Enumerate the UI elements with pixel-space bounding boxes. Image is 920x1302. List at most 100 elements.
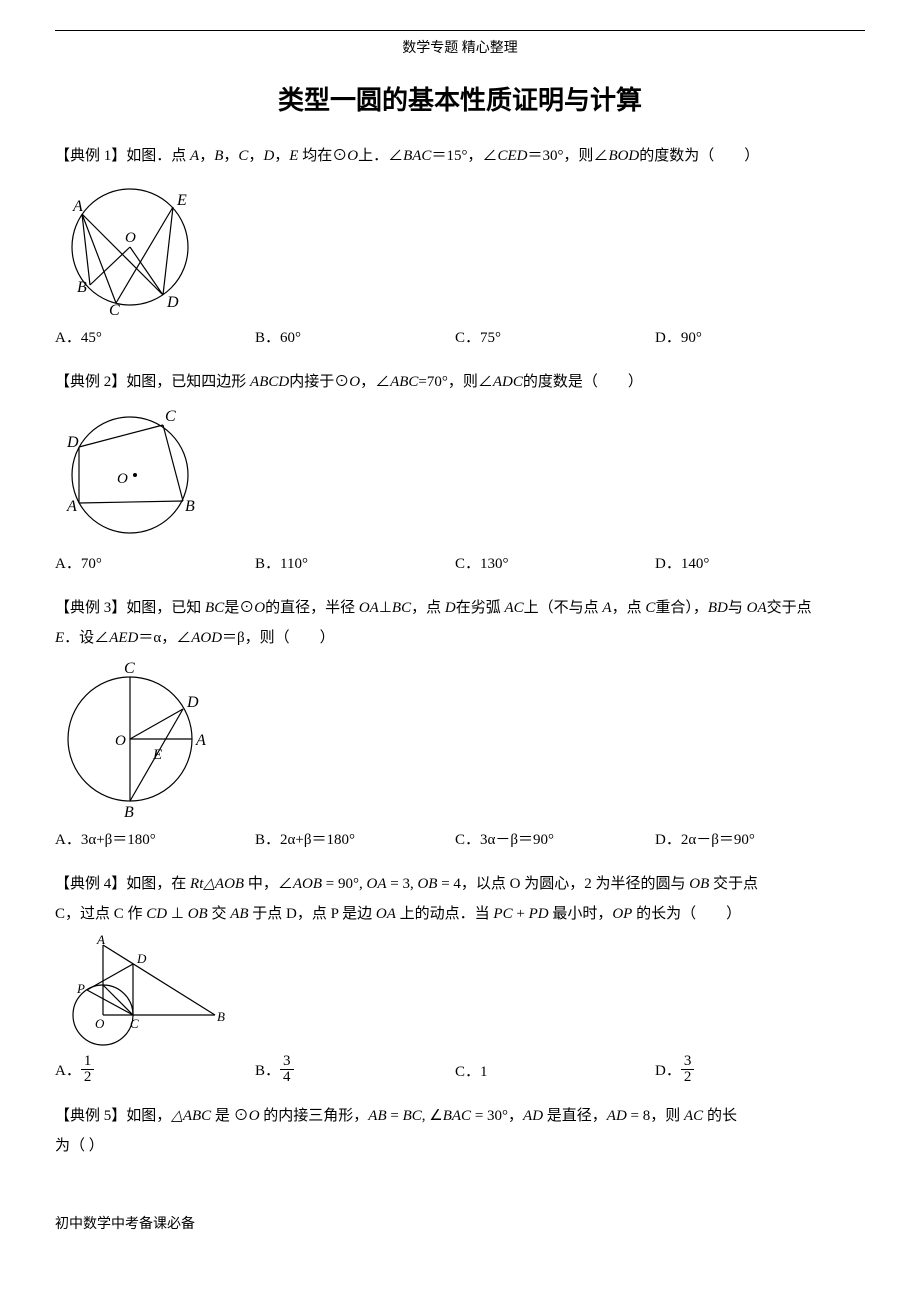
header-text: 数学专题 精心整理 — [55, 35, 865, 63]
opt-c: C．1 — [455, 1057, 655, 1087]
fraction: 34 — [280, 1054, 294, 1085]
pt: AD — [523, 1108, 543, 1124]
pt: A — [190, 148, 199, 164]
t: 如图，在 — [126, 876, 190, 892]
pt: A — [602, 600, 611, 616]
pt: AD — [607, 1108, 627, 1124]
t: ⊥ — [379, 600, 392, 616]
t: , ∠ — [422, 1108, 443, 1124]
page-title: 类型一圆的基本性质证明与计算 — [55, 75, 865, 127]
opt-c: C．130° — [455, 549, 655, 579]
t: C，过点 C 作 — [55, 906, 146, 922]
pt: O — [347, 148, 358, 164]
t: = — [387, 1108, 403, 1124]
den: 2 — [681, 1070, 695, 1085]
t: 如图， — [126, 1108, 171, 1124]
pt: OB — [417, 876, 437, 892]
pt: OA — [367, 876, 387, 892]
t: 上的动点．当 — [396, 906, 494, 922]
ang: BAC — [443, 1108, 471, 1124]
opt-a: A．3α+β＝180° — [55, 825, 255, 855]
t: = 8，则 — [627, 1108, 684, 1124]
t: ， — [199, 148, 214, 164]
pt: C — [238, 148, 248, 164]
t: 的直径，半径 — [265, 600, 359, 616]
t: 与 — [728, 600, 747, 616]
lbl-O: O — [95, 1016, 105, 1031]
lbl-E: E — [152, 747, 162, 763]
lbl-P: P — [76, 981, 85, 996]
t: = 3, — [387, 876, 418, 892]
t: ＝α，∠ — [138, 630, 191, 646]
header-line — [55, 30, 865, 31]
t: + — [513, 906, 529, 922]
t: 在劣弧 — [456, 600, 505, 616]
figure-3: C B A D O E — [55, 659, 865, 819]
t: ，∠ — [360, 374, 390, 390]
tri-icon: △ — [203, 876, 215, 892]
problem-5: 【典例 5】如图，△ABC 是 ⊙O 的内接三角形，AB = BC, ∠BAC … — [55, 1101, 865, 1161]
opt-b: B．2α+β＝180° — [255, 825, 455, 855]
pt: O — [249, 1108, 260, 1124]
ang: ADC — [493, 374, 523, 390]
problem-3: 【典例 3】如图，已知 BC是⊙O的直径，半径 OA⊥BC，点 D在劣弧 AC上… — [55, 593, 865, 653]
t: 的内接三角形， — [260, 1108, 369, 1124]
pt: D — [445, 600, 456, 616]
pt: C — [645, 600, 655, 616]
t: 于点 D，点 P 是边 — [249, 906, 376, 922]
t: 如图，已知四边形 — [126, 374, 250, 390]
ang: AED — [109, 630, 138, 646]
lbl-C: C — [124, 660, 135, 677]
pt: AB — [368, 1108, 386, 1124]
opt-c: C．3α－β＝90° — [455, 825, 655, 855]
pt: AOB — [215, 876, 244, 892]
t: ，点 — [612, 600, 646, 616]
t: ＝30°，则∠ — [527, 148, 608, 164]
p4-label: 【典例 4】 — [55, 876, 126, 892]
pt: OA — [747, 600, 767, 616]
lbl-D: D — [66, 434, 79, 451]
lbl: B． — [255, 1063, 280, 1079]
pt: E — [55, 630, 64, 646]
lbl-B: B — [124, 804, 134, 819]
pt: ABC — [183, 1108, 211, 1124]
t: 为（ ） — [55, 1138, 104, 1154]
p3-options: A．3α+β＝180° B．2α+β＝180° C．3α－β＝90° D．2α－… — [55, 825, 865, 855]
ang: AOB — [293, 876, 322, 892]
num: 3 — [681, 1054, 695, 1070]
t: ＝β，则（ ） — [222, 630, 335, 646]
pt: AC — [684, 1108, 703, 1124]
num: 3 — [280, 1054, 294, 1070]
t: ，点 — [411, 600, 445, 616]
lbl-E: E — [176, 192, 187, 209]
t: 的度数是（ ） — [523, 374, 643, 390]
t: = 4，以点 O 为圆心，2 为半径的圆与 — [437, 876, 689, 892]
t: 交 — [208, 906, 231, 922]
ang: ABC — [390, 374, 418, 390]
t: 上．∠ — [358, 148, 403, 164]
t: 的长 — [703, 1108, 737, 1124]
fraction: 12 — [81, 1054, 95, 1085]
opt-b: B．34 — [255, 1056, 455, 1087]
lbl-C: C — [130, 1016, 139, 1031]
t: ， — [248, 148, 263, 164]
p2-label: 【典例 2】 — [55, 374, 126, 390]
t: ＝15°，∠ — [431, 148, 497, 164]
figure-4: A B C D O P — [55, 935, 865, 1050]
pt: BC — [205, 600, 224, 616]
lbl-A: A — [96, 935, 105, 947]
opt-a: A．70° — [55, 549, 255, 579]
pt: OA — [376, 906, 396, 922]
opt-b: B．60° — [255, 323, 455, 353]
pt: OB — [188, 906, 208, 922]
ang: BAC — [403, 148, 431, 164]
pt: D — [263, 148, 274, 164]
pt: PC — [493, 906, 512, 922]
pt: B — [214, 148, 223, 164]
pt: O — [349, 374, 360, 390]
t: 重合）， — [655, 600, 708, 616]
t: 的长为（ ） — [632, 906, 741, 922]
num: 1 — [81, 1054, 95, 1070]
t: ， — [223, 148, 238, 164]
pt: AB — [230, 906, 248, 922]
